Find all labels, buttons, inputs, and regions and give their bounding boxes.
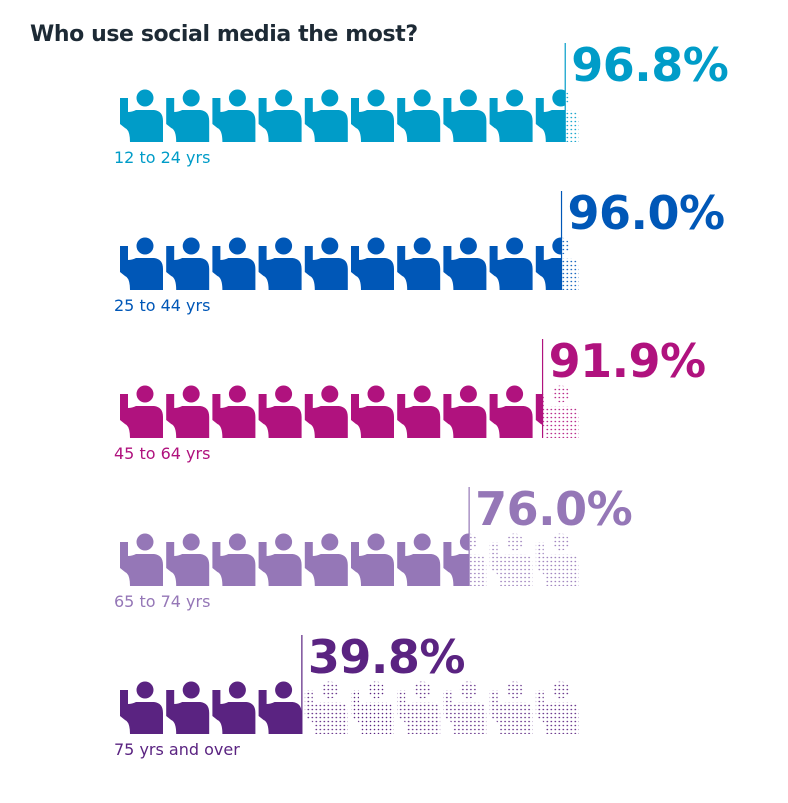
person-icon	[258, 533, 302, 586]
person-icon	[120, 385, 163, 438]
category-label: 45 to 64 yrs	[114, 444, 210, 463]
person-icon	[166, 237, 210, 290]
person-icon	[304, 237, 348, 290]
person-icon	[212, 89, 256, 142]
person-icon	[120, 681, 163, 734]
value-label: 96.8%	[571, 38, 728, 92]
person-icon	[489, 89, 533, 142]
person-icon	[166, 533, 210, 586]
person-icon	[397, 237, 441, 290]
person-icon	[166, 681, 210, 734]
person-icon	[489, 237, 533, 290]
category-label: 12 to 24 yrs	[114, 148, 210, 167]
person-icon	[351, 237, 394, 290]
value-label: 39.8%	[308, 630, 465, 684]
person-icon	[304, 681, 348, 734]
person-icon	[258, 237, 302, 290]
person-icon	[489, 681, 533, 734]
person-icon	[443, 385, 487, 438]
person-icon	[212, 237, 256, 290]
person-icon	[304, 533, 348, 586]
chart-title: Who use social media the most?	[30, 22, 418, 47]
person-icon	[120, 89, 163, 142]
person-icon	[304, 385, 348, 438]
person-icon	[120, 237, 163, 290]
category-label: 65 to 74 yrs	[114, 592, 210, 611]
person-icon	[397, 385, 441, 438]
pictogram-row: 96.8% 12 to 24 yrs	[114, 38, 729, 167]
person-icon	[351, 89, 394, 142]
value-label: 96.0%	[568, 186, 725, 240]
person-icon	[258, 89, 302, 142]
person-icon	[120, 533, 163, 586]
value-label: 76.0%	[475, 482, 632, 536]
person-icon	[489, 533, 533, 586]
person-icon	[212, 533, 256, 586]
category-label: 25 to 44 yrs	[114, 296, 210, 315]
person-icon	[443, 237, 487, 290]
person-icon	[489, 385, 533, 438]
pictogram-row: 91.9% 45 to 64 yrs	[114, 334, 706, 463]
person-icon	[535, 533, 579, 586]
person-icon	[351, 385, 394, 438]
person-icon	[443, 681, 487, 734]
person-icon	[351, 533, 394, 586]
person-icon	[351, 681, 394, 734]
person-icon	[535, 681, 579, 734]
person-icon	[535, 89, 579, 142]
person-icon	[397, 89, 441, 142]
person-icon	[212, 681, 256, 734]
person-icon	[535, 385, 579, 438]
person-icon	[166, 89, 210, 142]
person-icon	[212, 385, 256, 438]
category-label: 75 yrs and over	[114, 740, 240, 759]
person-icon	[535, 237, 579, 290]
person-icon	[304, 89, 348, 142]
person-icon	[443, 533, 487, 586]
person-icon	[397, 681, 441, 734]
person-icon	[443, 89, 487, 142]
value-label: 91.9%	[549, 334, 706, 388]
pictogram-row: 76.0% 65 to 74 yrs	[114, 482, 633, 611]
person-icon	[397, 533, 441, 586]
person-icon	[258, 385, 302, 438]
pictogram-row: 96.0% 25 to 44 yrs	[114, 186, 725, 315]
person-icon	[166, 385, 210, 438]
pictogram-row: 39.8% 75 yrs and over	[114, 630, 579, 759]
person-icon	[258, 681, 302, 734]
